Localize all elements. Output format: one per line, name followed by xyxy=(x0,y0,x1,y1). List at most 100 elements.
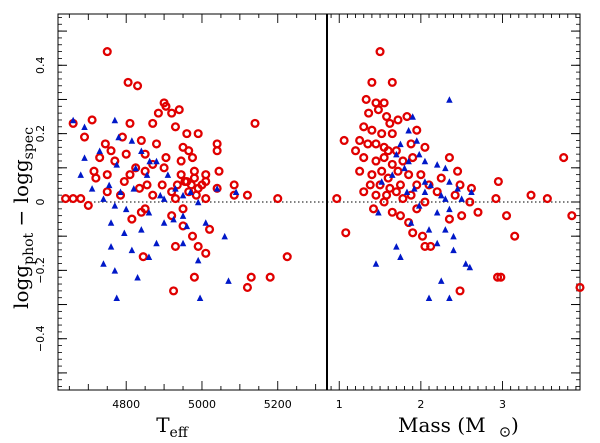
data-point-circle xyxy=(420,142,430,152)
data-point-circle xyxy=(406,139,416,149)
data-point-triangle xyxy=(405,157,412,165)
data-point-triangle xyxy=(111,116,119,124)
data-point-triangle xyxy=(442,164,449,172)
data-point-triangle xyxy=(421,188,429,195)
data-point-circle xyxy=(212,183,222,193)
data-point-triangle xyxy=(450,232,457,240)
data-point-triangle xyxy=(157,191,164,199)
data-point-circle xyxy=(385,118,395,128)
data-point-circle xyxy=(387,129,397,139)
data-point-triangle xyxy=(442,226,449,233)
data-point-circle xyxy=(151,139,162,149)
data-point-circle xyxy=(176,170,186,180)
data-point-triangle xyxy=(179,212,187,219)
x-tick-label-right: 2 xyxy=(417,398,424,411)
data-point-circle xyxy=(102,187,112,197)
data-point-circle xyxy=(377,166,387,176)
data-point-circle xyxy=(393,166,403,176)
data-point-circle xyxy=(398,194,408,204)
data-point-triangle xyxy=(194,198,202,206)
data-point-circle xyxy=(119,176,129,187)
data-point-circle xyxy=(501,211,512,221)
data-point-circle xyxy=(367,77,377,87)
data-point-triangle xyxy=(128,246,136,254)
data-point-circle xyxy=(127,214,137,224)
data-point-circle xyxy=(391,187,401,197)
data-point-triangle xyxy=(134,273,141,281)
data-point-circle xyxy=(204,224,215,234)
data-point-circle xyxy=(465,197,475,207)
data-point-triangle xyxy=(232,188,240,195)
data-point-triangle xyxy=(69,116,77,124)
y-tick-label: 0 xyxy=(34,199,47,206)
data-point-triangle xyxy=(179,239,187,247)
data-point-circle xyxy=(395,180,406,190)
data-point-circle xyxy=(371,156,381,166)
data-point-triangle xyxy=(454,185,461,192)
data-point-triangle xyxy=(130,185,138,192)
data-point-circle xyxy=(201,176,211,187)
data-point-circle xyxy=(363,139,373,149)
data-point-circle xyxy=(382,111,392,122)
data-point-circle xyxy=(383,146,393,156)
data-point-circle xyxy=(161,153,171,163)
data-point-triangle xyxy=(421,157,429,165)
data-point-triangle xyxy=(378,178,385,185)
data-point-triangle xyxy=(115,133,122,141)
x-axis-title-right-close: ) xyxy=(511,413,519,437)
data-point-circle xyxy=(174,105,184,115)
data-point-triangle xyxy=(462,260,469,267)
data-point-circle xyxy=(493,272,503,282)
x-tick-label-left: 4800 xyxy=(112,398,140,411)
data-point-triangle xyxy=(397,253,404,260)
data-point-circle xyxy=(383,173,393,183)
data-point-circle xyxy=(379,197,389,207)
data-point-triangle xyxy=(407,219,415,226)
x-tick-label-left: 5200 xyxy=(264,398,292,411)
data-point-triangle xyxy=(146,157,153,165)
data-point-triangle xyxy=(450,246,457,254)
data-point-circle xyxy=(387,207,397,217)
data-point-circle xyxy=(76,194,86,204)
data-point-circle xyxy=(102,47,112,57)
data-point-triangle xyxy=(196,294,204,301)
data-point-circle xyxy=(493,176,503,187)
data-point-circle xyxy=(161,101,171,111)
data-point-triangle xyxy=(413,137,421,144)
data-point-triangle xyxy=(138,147,145,154)
data-point-triangle xyxy=(107,243,115,250)
data-point-triangle xyxy=(442,195,449,202)
data-point-triangle xyxy=(122,205,130,213)
data-point-triangle xyxy=(153,157,160,165)
data-point-circle xyxy=(444,214,454,224)
data-point-circle xyxy=(201,194,211,204)
data-point-circle xyxy=(375,47,385,57)
data-point-triangle xyxy=(446,96,453,103)
data-point-circle xyxy=(432,187,442,197)
data-point-circle xyxy=(371,190,381,200)
data-point-circle xyxy=(79,132,90,142)
data-point-triangle xyxy=(458,195,465,202)
data-point-circle xyxy=(91,173,101,183)
data-point-circle xyxy=(387,159,397,169)
data-point-circle xyxy=(559,153,569,163)
data-point-triangle xyxy=(446,294,453,301)
x-axis-title-right-text: Mass (M xyxy=(398,413,486,437)
data-point-circle xyxy=(87,115,97,125)
data-point-circle xyxy=(496,272,506,282)
data-point-triangle xyxy=(202,219,210,226)
data-point-circle xyxy=(189,272,199,282)
data-point-triangle xyxy=(81,123,88,131)
data-point-circle xyxy=(229,190,239,200)
data-point-circle xyxy=(148,190,158,200)
data-point-circle xyxy=(136,135,146,146)
data-point-triangle xyxy=(433,239,441,247)
data-point-circle xyxy=(416,170,426,180)
data-point-triangle xyxy=(393,150,400,158)
data-point-triangle xyxy=(409,113,416,120)
data-point-circle xyxy=(567,211,577,221)
data-point-circle xyxy=(83,200,93,210)
data-point-triangle xyxy=(88,185,96,192)
x-tick-label-right: 1 xyxy=(336,398,343,411)
